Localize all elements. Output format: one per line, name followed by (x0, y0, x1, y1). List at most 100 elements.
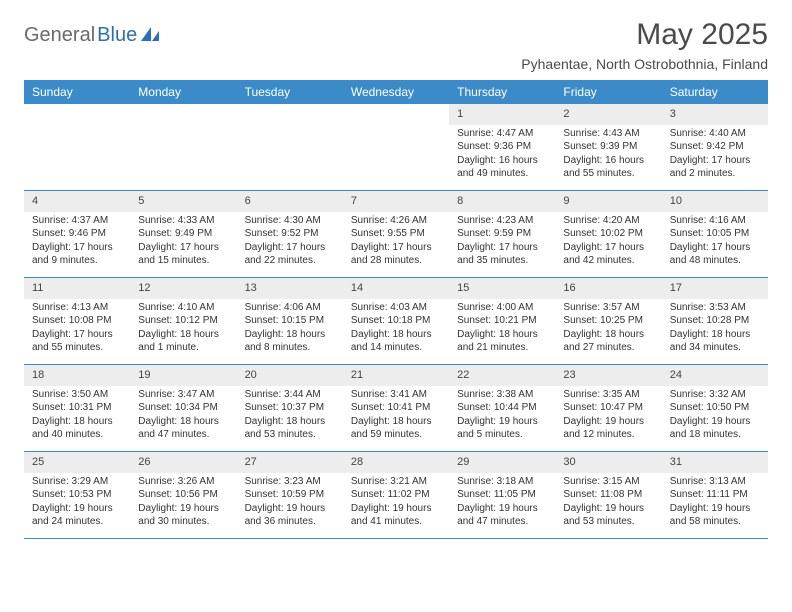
sunset-text: Sunset: 10:44 PM (457, 401, 547, 415)
daylight-text: Daylight: 19 hours and 5 minutes. (457, 415, 547, 442)
day-number: 21 (343, 365, 449, 386)
day-number: 6 (237, 191, 343, 212)
cell-body: Sunrise: 4:47 AMSunset: 9:36 PMDaylight:… (449, 125, 555, 185)
sunset-text: Sunset: 11:02 PM (351, 488, 441, 502)
sunset-text: Sunset: 9:52 PM (245, 227, 335, 241)
cell-body: Sunrise: 4:13 AMSunset: 10:08 PMDaylight… (24, 299, 130, 359)
sunrise-text: Sunrise: 3:15 AM (563, 475, 653, 489)
cell-body: Sunrise: 4:33 AMSunset: 9:49 PMDaylight:… (130, 212, 236, 272)
weeks-container: 1Sunrise: 4:47 AMSunset: 9:36 PMDaylight… (24, 104, 768, 539)
sunrise-text: Sunrise: 3:23 AM (245, 475, 335, 489)
sunset-text: Sunset: 11:11 PM (670, 488, 760, 502)
sunset-text: Sunset: 9:49 PM (138, 227, 228, 241)
cell-body: Sunrise: 4:26 AMSunset: 9:55 PMDaylight:… (343, 212, 449, 272)
sunrise-text: Sunrise: 3:32 AM (670, 388, 760, 402)
cell-body: Sunrise: 3:23 AMSunset: 10:59 PMDaylight… (237, 473, 343, 533)
calendar-page: General Blue May 2025 Pyhaentae, North O… (0, 0, 792, 557)
daylight-text: Daylight: 18 hours and 40 minutes. (32, 415, 122, 442)
day-number: 29 (449, 452, 555, 473)
day-number: 4 (24, 191, 130, 212)
day-number: 19 (130, 365, 236, 386)
sunrise-text: Sunrise: 3:50 AM (32, 388, 122, 402)
daylight-text: Daylight: 19 hours and 12 minutes. (563, 415, 653, 442)
daylight-text: Daylight: 17 hours and 15 minutes. (138, 241, 228, 268)
week-row: 11Sunrise: 4:13 AMSunset: 10:08 PMDaylig… (24, 278, 768, 365)
sunrise-text: Sunrise: 4:37 AM (32, 214, 122, 228)
day-number: 3 (662, 104, 768, 125)
calendar-cell: 16Sunrise: 3:57 AMSunset: 10:25 PMDaylig… (555, 278, 661, 364)
day-number: 1 (449, 104, 555, 125)
sunrise-text: Sunrise: 3:21 AM (351, 475, 441, 489)
day-number (343, 104, 449, 110)
cell-body: Sunrise: 3:38 AMSunset: 10:44 PMDaylight… (449, 386, 555, 446)
calendar-cell (130, 104, 236, 190)
sunrise-text: Sunrise: 4:43 AM (563, 127, 653, 141)
sunrise-text: Sunrise: 4:20 AM (563, 214, 653, 228)
sunset-text: Sunset: 10:53 PM (32, 488, 122, 502)
day-header-wed: Wednesday (343, 80, 449, 104)
daylight-text: Daylight: 17 hours and 35 minutes. (457, 241, 547, 268)
day-number: 18 (24, 365, 130, 386)
cell-body: Sunrise: 3:47 AMSunset: 10:34 PMDaylight… (130, 386, 236, 446)
day-number: 31 (662, 452, 768, 473)
daylight-text: Daylight: 16 hours and 49 minutes. (457, 154, 547, 181)
day-number: 24 (662, 365, 768, 386)
day-number: 11 (24, 278, 130, 299)
daylight-text: Daylight: 17 hours and 42 minutes. (563, 241, 653, 268)
cell-body: Sunrise: 4:20 AMSunset: 10:02 PMDaylight… (555, 212, 661, 272)
sunset-text: Sunset: 10:18 PM (351, 314, 441, 328)
sunset-text: Sunset: 10:08 PM (32, 314, 122, 328)
cell-body: Sunrise: 3:29 AMSunset: 10:53 PMDaylight… (24, 473, 130, 533)
day-number: 8 (449, 191, 555, 212)
calendar: Sunday Monday Tuesday Wednesday Thursday… (24, 80, 768, 539)
daylight-text: Daylight: 19 hours and 58 minutes. (670, 502, 760, 529)
sunrise-text: Sunrise: 4:33 AM (138, 214, 228, 228)
cell-body: Sunrise: 4:43 AMSunset: 9:39 PMDaylight:… (555, 125, 661, 185)
daylight-text: Daylight: 17 hours and 48 minutes. (670, 241, 760, 268)
daylight-text: Daylight: 18 hours and 8 minutes. (245, 328, 335, 355)
calendar-cell: 12Sunrise: 4:10 AMSunset: 10:12 PMDaylig… (130, 278, 236, 364)
cell-body: Sunrise: 4:37 AMSunset: 9:46 PMDaylight:… (24, 212, 130, 272)
daylight-text: Daylight: 19 hours and 36 minutes. (245, 502, 335, 529)
calendar-cell: 26Sunrise: 3:26 AMSunset: 10:56 PMDaylig… (130, 452, 236, 538)
daylight-text: Daylight: 17 hours and 55 minutes. (32, 328, 122, 355)
daylight-text: Daylight: 18 hours and 53 minutes. (245, 415, 335, 442)
sunset-text: Sunset: 9:55 PM (351, 227, 441, 241)
calendar-cell: 18Sunrise: 3:50 AMSunset: 10:31 PMDaylig… (24, 365, 130, 451)
day-number: 27 (237, 452, 343, 473)
calendar-cell: 22Sunrise: 3:38 AMSunset: 10:44 PMDaylig… (449, 365, 555, 451)
cell-body: Sunrise: 4:16 AMSunset: 10:05 PMDaylight… (662, 212, 768, 272)
sunset-text: Sunset: 10:41 PM (351, 401, 441, 415)
calendar-cell: 19Sunrise: 3:47 AMSunset: 10:34 PMDaylig… (130, 365, 236, 451)
sunset-text: Sunset: 10:21 PM (457, 314, 547, 328)
sunrise-text: Sunrise: 4:47 AM (457, 127, 547, 141)
cell-body: Sunrise: 3:44 AMSunset: 10:37 PMDaylight… (237, 386, 343, 446)
day-number: 28 (343, 452, 449, 473)
location-text: Pyhaentae, North Ostrobothnia, Finland (521, 56, 768, 72)
cell-body: Sunrise: 4:23 AMSunset: 9:59 PMDaylight:… (449, 212, 555, 272)
calendar-cell: 8Sunrise: 4:23 AMSunset: 9:59 PMDaylight… (449, 191, 555, 277)
sunrise-text: Sunrise: 3:47 AM (138, 388, 228, 402)
calendar-cell: 17Sunrise: 3:53 AMSunset: 10:28 PMDaylig… (662, 278, 768, 364)
calendar-cell: 27Sunrise: 3:23 AMSunset: 10:59 PMDaylig… (237, 452, 343, 538)
daylight-text: Daylight: 18 hours and 1 minute. (138, 328, 228, 355)
day-header-tue: Tuesday (237, 80, 343, 104)
day-number: 10 (662, 191, 768, 212)
sunrise-text: Sunrise: 3:57 AM (563, 301, 653, 315)
sunset-text: Sunset: 10:31 PM (32, 401, 122, 415)
day-number: 15 (449, 278, 555, 299)
sunset-text: Sunset: 11:08 PM (563, 488, 653, 502)
logo-text-blue: Blue (97, 24, 137, 47)
week-row: 1Sunrise: 4:47 AMSunset: 9:36 PMDaylight… (24, 104, 768, 191)
day-header-fri: Friday (555, 80, 661, 104)
day-number (130, 104, 236, 110)
sunset-text: Sunset: 11:05 PM (457, 488, 547, 502)
sunrise-text: Sunrise: 4:30 AM (245, 214, 335, 228)
sunrise-text: Sunrise: 4:40 AM (670, 127, 760, 141)
calendar-cell: 30Sunrise: 3:15 AMSunset: 11:08 PMDaylig… (555, 452, 661, 538)
sunrise-text: Sunrise: 3:26 AM (138, 475, 228, 489)
sunrise-text: Sunrise: 4:16 AM (670, 214, 760, 228)
cell-body: Sunrise: 4:30 AMSunset: 9:52 PMDaylight:… (237, 212, 343, 272)
sunrise-text: Sunrise: 4:06 AM (245, 301, 335, 315)
cell-body: Sunrise: 3:50 AMSunset: 10:31 PMDaylight… (24, 386, 130, 446)
